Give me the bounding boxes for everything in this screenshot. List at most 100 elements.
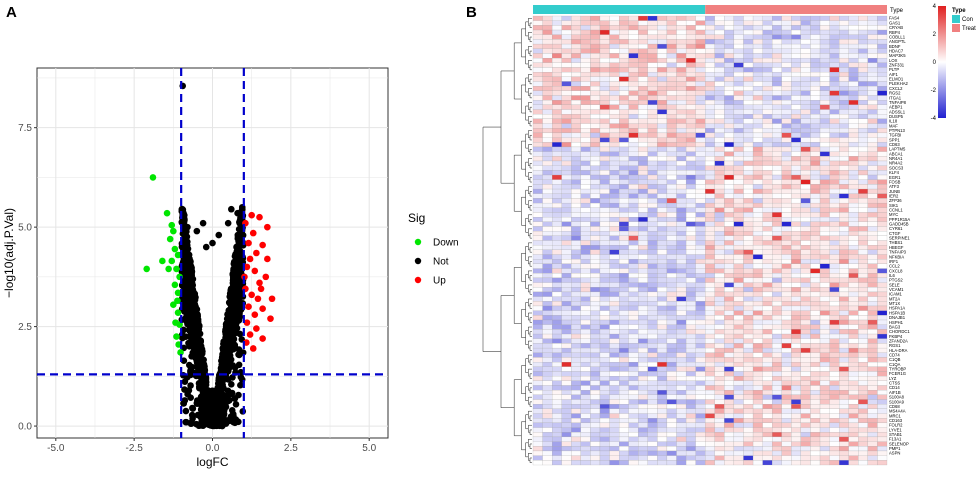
- heatmap-cell: [657, 76, 668, 82]
- heatmap-cell: [877, 90, 888, 96]
- heatmap-cell: [571, 376, 581, 381]
- heatmap-cell: [580, 123, 591, 129]
- heatmap-cell: [714, 217, 725, 222]
- heatmap-cell: [580, 235, 591, 241]
- heatmap-cell: [552, 235, 562, 241]
- heatmap-cell: [819, 315, 830, 321]
- heatmap-cell: [628, 39, 639, 45]
- point-not: [221, 360, 229, 368]
- heatmap-cell: [657, 95, 668, 101]
- heatmap-cell: [685, 408, 696, 414]
- heatmap-cell: [877, 263, 888, 269]
- point-down: [174, 251, 182, 259]
- heatmap-cell: [542, 371, 553, 377]
- heatmap-cell: [800, 413, 811, 419]
- heatmap-cell: [619, 408, 629, 414]
- heatmap-cell: [657, 123, 668, 129]
- heatmap-cell: [743, 193, 754, 199]
- heatmap-cell: [599, 48, 610, 54]
- heatmap-cell: [752, 352, 763, 358]
- heatmap-cell: [724, 207, 735, 213]
- heatmap-cell: [772, 67, 782, 73]
- heatmap-cell: [657, 207, 668, 213]
- heatmap-cell: [829, 151, 840, 157]
- heatmap-cell: [590, 413, 601, 419]
- heatmap-cell: [762, 221, 773, 227]
- heatmap-cell: [532, 324, 543, 330]
- heatmap-cell: [714, 188, 725, 194]
- heatmap-cell: [791, 170, 801, 176]
- heatmap-cell: [561, 291, 572, 297]
- heatmap-cell: [676, 142, 687, 148]
- heatmap-cell: [695, 226, 706, 232]
- heatmap-cell: [743, 268, 754, 274]
- heatmap-cell: [714, 390, 725, 395]
- heatmap-cell: [571, 57, 581, 63]
- heatmap-cell: [839, 394, 849, 400]
- heatmap-cell: [647, 371, 658, 377]
- heatmap-cell: [800, 376, 811, 381]
- heatmap-cell: [628, 62, 639, 68]
- heatmap-cell: [628, 362, 639, 367]
- heatmap-cell: [532, 296, 543, 302]
- heatmap-cell: [839, 287, 849, 293]
- heatmap-cell: [839, 104, 849, 110]
- heatmap-cell: [877, 202, 888, 208]
- heatmap-cell: [609, 249, 620, 255]
- heatmap-cell: [867, 132, 878, 138]
- heatmap-cell: [829, 352, 840, 358]
- heatmap-cell: [695, 198, 706, 204]
- heatmap-cell: [590, 333, 601, 339]
- heatmap-cell: [819, 25, 830, 31]
- heatmap-cell: [724, 202, 735, 208]
- heatmap-cell: [724, 277, 735, 283]
- heatmap-cell: [638, 57, 648, 63]
- heatmap-cell: [800, 273, 811, 279]
- heatmap-cell: [810, 118, 821, 124]
- heatmap-cell: [542, 347, 553, 353]
- heatmap-cell: [695, 76, 706, 82]
- heatmap-cell: [848, 174, 859, 180]
- heatmap-cell: [791, 15, 801, 21]
- point-not: [235, 351, 243, 359]
- heatmap-cell: [724, 338, 735, 344]
- point-up: [259, 241, 266, 249]
- heatmap-cell: [628, 67, 639, 73]
- heatmap-cell: [638, 81, 648, 87]
- heatmap-cell: [867, 305, 878, 311]
- heatmap-cell: [867, 53, 878, 59]
- heatmap-cell: [819, 291, 830, 297]
- heatmap-cell: [781, 380, 792, 386]
- heatmap-cell: [647, 217, 658, 222]
- heatmap-cell: [839, 202, 849, 208]
- heatmap-cell: [810, 296, 821, 302]
- heatmap-cell: [819, 156, 830, 162]
- heatmap-cell: [733, 221, 744, 227]
- heatmap-cell: [552, 114, 562, 119]
- heatmap-cell: [877, 156, 888, 162]
- heatmap-cell: [705, 62, 715, 68]
- heatmap-cell: [619, 15, 629, 21]
- heatmap-cell: [781, 324, 792, 330]
- heatmap-cell: [762, 296, 773, 302]
- heatmap-cell: [685, 226, 696, 232]
- heatmap-cell: [599, 240, 610, 246]
- heatmap-cell: [532, 371, 543, 377]
- heatmap-cell: [877, 174, 888, 180]
- heatmap-cell: [781, 245, 792, 250]
- heatmap-cell: [609, 90, 620, 96]
- heatmap-cell: [705, 142, 715, 148]
- heatmap-cell: [676, 100, 687, 105]
- heatmap-cell: [867, 231, 878, 236]
- heatmap-cell: [647, 81, 658, 87]
- heatmap-cell: [590, 371, 601, 377]
- heatmap-cell: [599, 291, 610, 297]
- heatmap-cell: [532, 254, 543, 260]
- heatmap-cell: [724, 123, 735, 129]
- heatmap-cell: [877, 67, 888, 73]
- heatmap-cell: [752, 329, 763, 335]
- heatmap-cell: [647, 146, 658, 152]
- heatmap-cell: [561, 235, 572, 241]
- heatmap-cell: [743, 329, 754, 335]
- heatmap-cell: [724, 324, 735, 330]
